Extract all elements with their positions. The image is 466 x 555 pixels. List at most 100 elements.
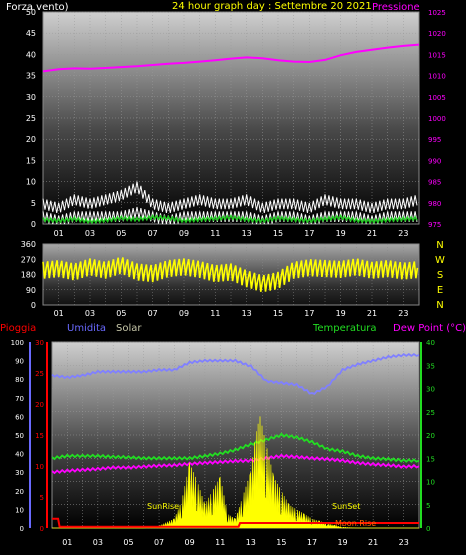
wind-x-tick: 07 — [148, 229, 158, 238]
weather-x-tick: 23 — [399, 538, 409, 547]
wind-x-tick: 17 — [304, 229, 314, 238]
humidity-y-tick: 80 — [15, 376, 24, 384]
compass-label: E — [437, 285, 443, 296]
temperature-y-tick: 30 — [426, 386, 435, 394]
direction-y-tick: 180 — [21, 271, 36, 280]
pressure-y-tick: 975 — [428, 221, 441, 229]
direction-y-tick: 360 — [21, 240, 36, 249]
temperature-y-tick: 5 — [426, 502, 430, 510]
wind-series — [42, 43, 420, 225]
direction-y-tick: 0 — [31, 301, 36, 310]
legend-item: Pioggia — [0, 323, 36, 334]
pressure-y-tick: 990 — [428, 157, 441, 165]
humidity-y-tick: 90 — [15, 358, 24, 366]
direction-x-tick: 23 — [398, 309, 408, 318]
direction-x-tick: 15 — [273, 309, 283, 318]
rain-line — [52, 517, 419, 528]
rain-y-tick: 20 — [35, 401, 44, 409]
wind-y-tick: 50 — [26, 8, 36, 17]
direction-x-tick: 21 — [367, 309, 377, 318]
pressure-y-tick: 1015 — [428, 51, 446, 59]
pressure-y-tick: 1010 — [428, 73, 446, 81]
compass-label: N — [436, 300, 443, 311]
pressure-right-label: Pressione — [372, 2, 420, 13]
compass-label: N — [436, 240, 443, 251]
direction-x-tick: 13 — [242, 309, 252, 318]
wind-x-tick: 21 — [367, 229, 377, 238]
wind-x-tick: 23 — [398, 229, 408, 238]
humidity-y-tick: 60 — [15, 413, 24, 421]
weather-x-tick: 21 — [368, 538, 378, 547]
weather-panel: Pioggia Umidita Solar Temperatura Dew Point … — [0, 323, 466, 547]
rain-y-tick: 5 — [40, 494, 44, 502]
pressure-y-axis-ticks: 975 980 985 990 995 1000 1005 1010 1015 1020 1025 — [428, 9, 446, 229]
humidity-y-tick: 20 — [15, 488, 24, 496]
humidity-y-tick: 100 — [11, 339, 24, 347]
pressure-y-tick: 985 — [428, 179, 441, 187]
weather-annotations: SunRise SunSet Moon Rise — [147, 502, 376, 528]
wind-x-tick: 13 — [242, 229, 252, 238]
wind-y-tick: 0 — [31, 220, 36, 229]
wind-grid — [43, 11, 419, 225]
annotation-label: SunRise — [147, 502, 179, 511]
weather-x-axis-ticks: 01 03 05 07 09 11 13 15 17 19 21 23 — [62, 538, 409, 547]
weather-legend: Pioggia Umidita Solar Temperatura Dew Point … — [0, 323, 466, 334]
wind-y-tick: 10 — [26, 178, 36, 187]
legend-item: Solar — [116, 323, 142, 334]
temperature-line — [51, 432, 420, 463]
compass-label: W — [435, 255, 445, 266]
direction-x-tick: 17 — [304, 309, 314, 318]
rain-y-tick: 15 — [35, 432, 44, 440]
pressure-y-tick: 1005 — [428, 94, 446, 102]
humidity-y-tick: 10 — [15, 506, 24, 514]
rain-y-tick: 10 — [35, 463, 44, 471]
annotation-label: SunSet — [332, 502, 360, 511]
pressure-line — [42, 43, 420, 73]
direction-x-tick: 19 — [336, 309, 346, 318]
compass-label: S — [437, 270, 443, 281]
rain-y-tick: 0 — [40, 525, 44, 533]
wind-y-tick: 15 — [26, 156, 36, 165]
chart-title: 24 hour graph day : Settembre 20 2021 — [172, 1, 372, 12]
weather-x-tick: 13 — [246, 538, 256, 547]
humidity-y-tick: 40 — [15, 451, 24, 459]
weather-x-tick: 03 — [93, 538, 103, 547]
weather-x-tick: 05 — [123, 538, 133, 547]
pressure-y-tick: 1020 — [428, 30, 446, 38]
temperature-y-tick: 25 — [426, 409, 435, 417]
direction-x-tick: 01 — [54, 309, 64, 318]
weather-series — [51, 352, 420, 529]
weather-x-tick: 11 — [215, 538, 225, 547]
temperature-y-tick: 15 — [426, 455, 435, 463]
legend-item: Umidita — [67, 323, 106, 334]
weather-x-tick: 19 — [337, 538, 347, 547]
direction-x-tick: 09 — [179, 309, 189, 318]
direction-y-tick: 90 — [26, 286, 36, 295]
humidity-y-tick: 70 — [15, 395, 24, 403]
humidity-y-tick: 30 — [15, 469, 24, 477]
wind-direction-line — [42, 257, 419, 292]
pressure-y-tick: 1025 — [428, 9, 446, 17]
direction-y-axis-ticks: 0 90 180 270 360 — [21, 240, 36, 310]
temperature-y-tick: 10 — [426, 479, 435, 487]
wind-pressure-panel: Forza vento) 24 hour graph day : Settemb… — [6, 1, 446, 238]
wind-y-tick: 20 — [26, 135, 36, 144]
weather-x-tick: 17 — [307, 538, 317, 547]
temperature-y-tick: 0 — [426, 525, 430, 533]
wind-average-line — [42, 213, 418, 225]
wind-x-axis-ticks: 01 03 05 07 09 11 13 15 17 19 21 23 — [54, 229, 409, 238]
wind-left-label: Forza vento) — [6, 2, 69, 13]
wind-x-tick: 03 — [85, 229, 95, 238]
humidity-y-tick: 50 — [15, 432, 24, 440]
wind-x-tick: 05 — [116, 229, 126, 238]
direction-y-tick: 270 — [21, 255, 36, 264]
weather-x-tick: 01 — [62, 538, 72, 547]
wind-gust-line — [42, 181, 418, 213]
annotation-label: Moon Rise — [335, 519, 376, 528]
weather-x-tick: 09 — [185, 538, 195, 547]
temperature-y-axis-ticks: 0 5 10 15 20 25 30 35 40 — [426, 339, 435, 533]
wind-y-tick: 40 — [26, 50, 36, 59]
direction-series — [42, 257, 419, 292]
